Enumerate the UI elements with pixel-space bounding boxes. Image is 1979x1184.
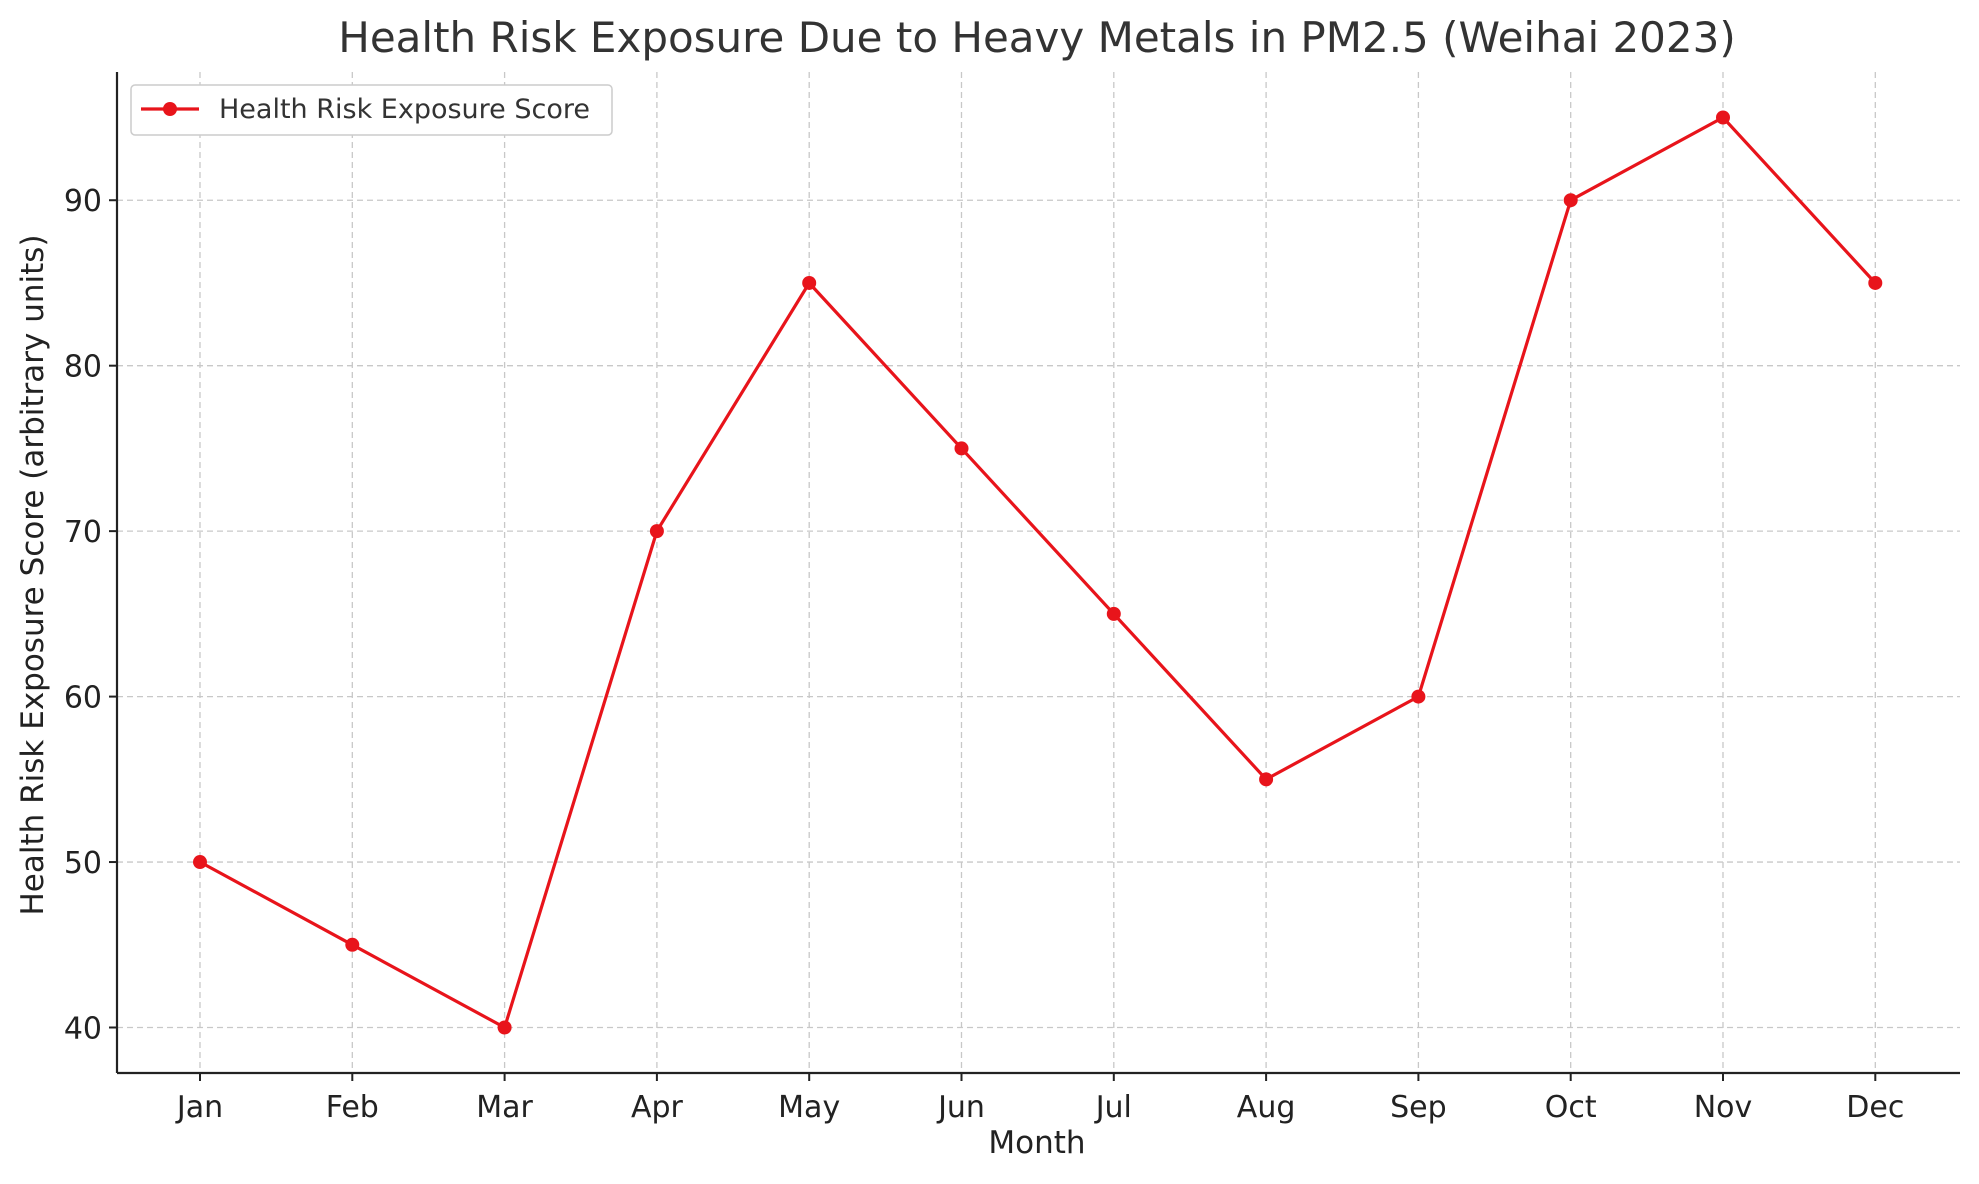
data-series (193, 110, 1883, 1035)
y-tick-label: 80 (64, 350, 102, 385)
x-tick-label: May (778, 1090, 840, 1125)
y-axis-label: Health Risk Exposure Score (arbitrary un… (15, 234, 51, 915)
legend-label: Health Risk Exposure Score (219, 94, 590, 125)
x-tick-label: Jul (1094, 1090, 1132, 1125)
x-tick-label: Nov (1694, 1090, 1753, 1125)
tick-labels: Jan Feb Mar Apr May Jun Jul Aug Sep Oct Nov Dec 40 50… (64, 184, 1905, 1125)
data-point-marker (497, 1020, 512, 1035)
data-point-marker (954, 441, 969, 456)
x-tick-label: Feb (326, 1090, 379, 1125)
x-tick-label: Oct (1545, 1090, 1597, 1125)
data-point-marker (1563, 193, 1578, 208)
data-point-marker (1411, 689, 1426, 704)
legend-box (130, 84, 613, 136)
x-axis-label: Month (988, 1125, 1085, 1161)
legend: Health Risk Exposure Score (130, 84, 613, 136)
data-point-marker (193, 855, 207, 870)
x-tick-label: Apr (631, 1090, 684, 1125)
x-tick-label: Sep (1390, 1090, 1447, 1125)
x-tick-label: Mar (476, 1090, 533, 1125)
legend-marker-swatch (163, 102, 177, 116)
y-tick-label: 70 (64, 515, 102, 550)
data-point-marker (1259, 772, 1274, 787)
y-tick-label: 60 (64, 681, 102, 716)
x-tick-label: Aug (1237, 1090, 1296, 1125)
axes (115, 72, 1960, 1075)
x-tick-label: Jan (175, 1090, 223, 1125)
data-point-marker (345, 937, 360, 952)
chart-title: Health Risk Exposure Due to Heavy Metals… (338, 13, 1735, 62)
data-point-marker (1106, 606, 1121, 621)
data-point-marker (1868, 275, 1883, 290)
x-tick-label: Dec (1846, 1090, 1904, 1125)
data-point-marker (649, 524, 664, 539)
x-tick-label: Jun (936, 1090, 985, 1125)
series-line (199, 115, 1877, 1030)
grid (117, 72, 1960, 1073)
y-tick-label: 40 (64, 1012, 102, 1047)
data-point-marker (802, 275, 817, 290)
data-point-marker (1716, 110, 1730, 125)
y-tick-label: 90 (64, 184, 102, 219)
y-tick-label: 50 (64, 846, 102, 881)
